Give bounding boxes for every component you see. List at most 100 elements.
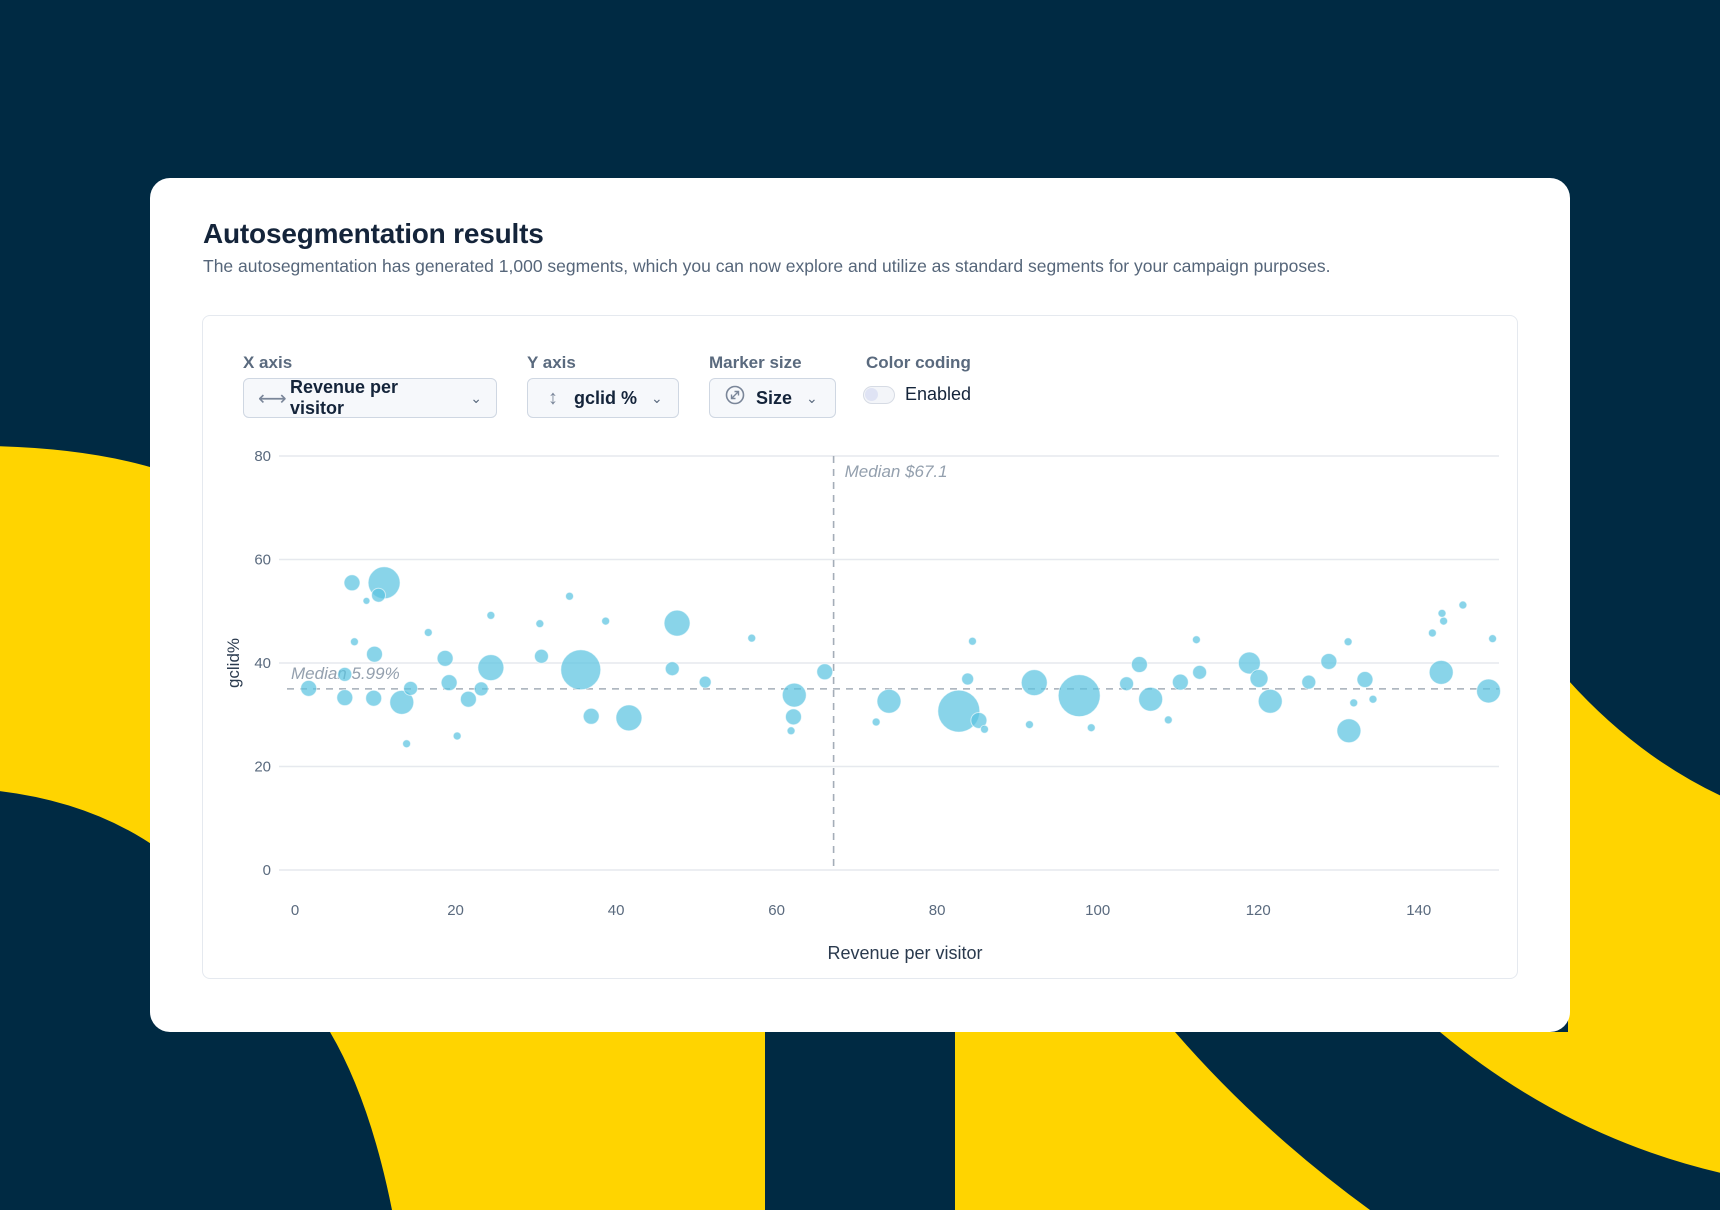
x-tick-label: 120 [1246,902,1271,919]
data-point [937,689,981,733]
data-point [1171,673,1189,691]
data-point [786,726,796,736]
data-point [698,675,712,689]
data-point [1130,656,1148,674]
data-point [1249,669,1269,689]
chart-panel: X axis ⟷ Revenue per visitor ⌄ Y axis ↕ … [202,315,1518,979]
data-point [1020,669,1048,697]
data-point [403,680,419,696]
data-point [452,731,462,741]
yellow-arc-left [0,446,160,850]
data-point [967,636,977,646]
data-point [337,666,353,682]
color-coding-control: Enabled [863,384,971,405]
data-point [1476,678,1502,704]
y-axis-label: Y axis [527,353,576,372]
data-point [1488,634,1498,644]
x-axis-label: X axis [243,353,293,372]
data-point [664,661,680,677]
data-point [1458,600,1468,610]
data-point [1356,671,1374,689]
y-tick-label: 80 [254,448,271,465]
x-tick-label: 0 [291,902,299,919]
data-point [1427,628,1437,638]
data-point [1428,659,1454,685]
data-point [402,739,412,749]
data-point [582,707,600,725]
x-tick-label: 60 [768,902,785,919]
yellow-arc-right [1440,680,1720,1173]
data-point [423,627,433,637]
y-axis-select[interactable]: ↕ gclid % ⌄ [527,378,679,418]
data-point [365,645,383,663]
data-point [970,711,988,729]
data-point [477,654,505,682]
data-point [1349,698,1359,708]
results-card: Autosegmentation results The autosegment… [150,178,1570,1032]
data-point [1439,616,1449,626]
scatter-chart: 0 20 40 60 80 0 20 40 60 80 100 120 140 Revenue per v… [224,448,1502,963]
marker-size-value: Size [756,387,793,408]
data-point [781,682,807,708]
chevron-down-icon: ⌄ [651,389,663,406]
x-axis-select[interactable]: ⟷ Revenue per visitor ⌄ [243,377,497,418]
color-coding-toggle[interactable] [863,385,895,404]
page-subtitle: The autosegmentation has generated 1,000… [203,256,1331,276]
data-point [1163,715,1173,725]
data-point [1320,652,1338,670]
data-point [961,672,975,686]
x-tick-label: 100 [1085,902,1110,919]
data-point [533,648,549,664]
data-point [876,688,902,714]
data-point [362,596,371,605]
data-point [343,574,361,592]
y-tick-label: 0 [263,862,271,879]
data-point [336,689,354,707]
x-tick-label: 40 [608,902,625,919]
yellow-shape-bottom-left [330,1032,765,1210]
data-point [980,724,990,734]
toggle-knob [865,387,878,401]
y-tick-label: 60 [254,552,271,569]
x-axis-title: Revenue per visitor [827,943,982,963]
data-point [1336,718,1362,744]
x-tick-label: 140 [1406,902,1431,919]
data-point [300,679,318,697]
data-point [365,689,383,707]
chevron-down-icon: ⌄ [470,389,482,406]
data-point [784,708,802,726]
data-point [1257,688,1283,714]
data-point [1138,686,1164,712]
x-axis-value: Revenue per visitor [290,377,399,418]
data-point [371,587,387,603]
horizontal-arrows-icon: ⟷ [258,387,287,410]
page-title: Autosegmentation results [203,218,544,249]
color-coding-label: Color coding [866,353,971,372]
marker-size-label: Marker size [709,353,802,372]
data-point [560,649,602,691]
data-point [615,704,643,732]
data-point [1024,720,1034,730]
data-point [565,591,575,601]
y-axis-title: gclid% [224,638,243,688]
data-point [1437,608,1447,618]
data-point [816,663,834,681]
y-axis-value: gclid % [574,387,638,408]
data-point [1191,635,1201,645]
data-point [459,690,477,708]
data-point [1119,676,1135,692]
chevron-down-icon: ⌄ [806,389,818,406]
data-point [1343,637,1353,647]
color-coding-toggle-label: Enabled [905,384,972,404]
marker-size-select[interactable]: Size ⌄ [709,378,836,418]
data-point [486,610,496,620]
x-tick-label: 80 [929,902,946,919]
vertical-arrows-icon: ↕ [548,386,558,409]
data-point [601,616,611,626]
data-point [1086,723,1096,733]
data-point [871,717,881,727]
data-point [535,619,545,629]
median-x-label: Median $67.1 [845,462,948,481]
data-point [663,609,691,637]
